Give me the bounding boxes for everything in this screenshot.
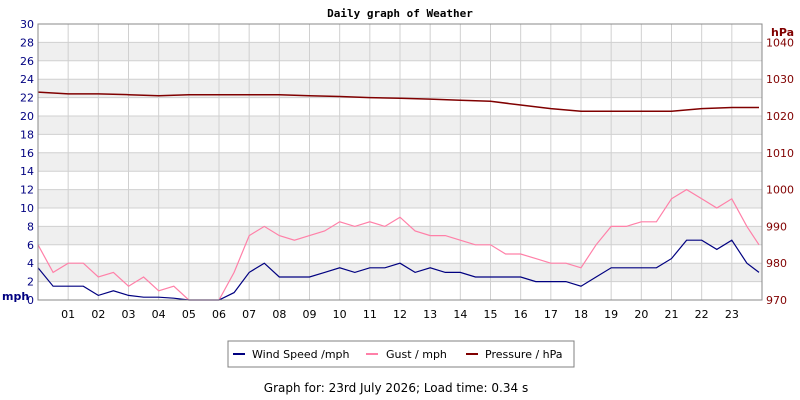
plot-frame [37, 23, 763, 301]
x-tick-label: 07 [242, 308, 256, 321]
x-tick-label: 21 [665, 308, 679, 321]
x-tick-label: 22 [695, 308, 709, 321]
x-tick-label: 14 [453, 308, 467, 321]
left-tick-label: 30 [20, 18, 34, 31]
x-tick-label: 15 [484, 308, 498, 321]
x-tick-label: 19 [604, 308, 618, 321]
x-tick-label: 17 [544, 308, 558, 321]
x-tick-label: 08 [272, 308, 286, 321]
footer-text: Graph for: 23rd July 2026; Load time: 0.… [264, 381, 528, 395]
series-line [37, 91, 759, 112]
x-tick-label: 20 [634, 308, 648, 321]
left-tick-label: 14 [20, 165, 34, 178]
x-tick-label: 13 [423, 308, 437, 321]
x-tick-label: 10 [333, 308, 347, 321]
chart-title: Daily graph of Weather [327, 7, 473, 20]
x-tick-label: 03 [122, 308, 136, 321]
x-tick-label: 18 [574, 308, 588, 321]
x-tick-label: 16 [514, 308, 528, 321]
x-tick-label: 09 [303, 308, 317, 321]
legend-label-gust: Gust / mph [386, 348, 447, 361]
left-tick-label: 4 [27, 257, 34, 270]
right-tick-label: 1040 [766, 36, 794, 49]
right-axis-ticks: 970 980 990 1000 1010 1020 1030 1040 [766, 36, 794, 307]
load-time-label: Load time: [424, 381, 488, 395]
right-tick-label: 1020 [766, 110, 794, 123]
series-line [37, 188, 760, 301]
left-tick-label: 16 [20, 147, 34, 160]
x-axis-ticks: 01 02 03 04 05 06 07 08 09 10 11 12 13 14 15 16 17 18 19 20… [61, 308, 739, 321]
right-tick-label: 970 [766, 294, 787, 307]
x-tick-label: 04 [152, 308, 166, 321]
right-axis-unit: hPa [771, 26, 794, 39]
left-tick-label: 26 [20, 55, 34, 68]
left-tick-label: 22 [20, 92, 34, 105]
left-tick-label: 18 [20, 128, 34, 141]
x-tick-label: 12 [393, 308, 407, 321]
x-tick-label: 02 [91, 308, 105, 321]
left-tick-label: 10 [20, 202, 34, 215]
right-tick-label: 990 [766, 220, 787, 233]
x-tick-label: 23 [725, 308, 739, 321]
left-tick-label: 0 [27, 294, 34, 307]
left-tick-label: 8 [27, 220, 34, 233]
graph-for-label: Graph for: [264, 381, 325, 395]
left-tick-label: 28 [20, 36, 34, 49]
x-tick-label: 11 [363, 308, 377, 321]
legend: Wind Speed /mph Gust / mph Pressure / hP… [227, 340, 575, 368]
left-tick-label: 12 [20, 184, 34, 197]
x-tick-label: 01 [61, 308, 75, 321]
right-tick-label: 1030 [766, 73, 794, 86]
right-tick-label: 1000 [766, 184, 794, 197]
load-time-value: 0.34 s [491, 381, 528, 395]
x-tick-label: 05 [182, 308, 196, 321]
legend-label-wind: Wind Speed /mph [252, 348, 350, 361]
legend-label-pressure: Pressure / hPa [485, 348, 563, 361]
left-tick-label: 2 [27, 276, 34, 289]
left-axis-unit: mph [2, 290, 29, 303]
graph-date: 23rd July 2026 [329, 381, 416, 395]
series-layer [37, 91, 760, 301]
right-tick-label: 980 [766, 257, 787, 270]
series-line [37, 239, 760, 301]
left-tick-label: 20 [20, 110, 34, 123]
x-tick-label: 06 [212, 308, 226, 321]
left-tick-label: 24 [20, 73, 34, 86]
left-tick-label: 6 [27, 239, 34, 252]
right-tick-label: 1010 [766, 147, 794, 160]
legend-box [227, 340, 575, 368]
